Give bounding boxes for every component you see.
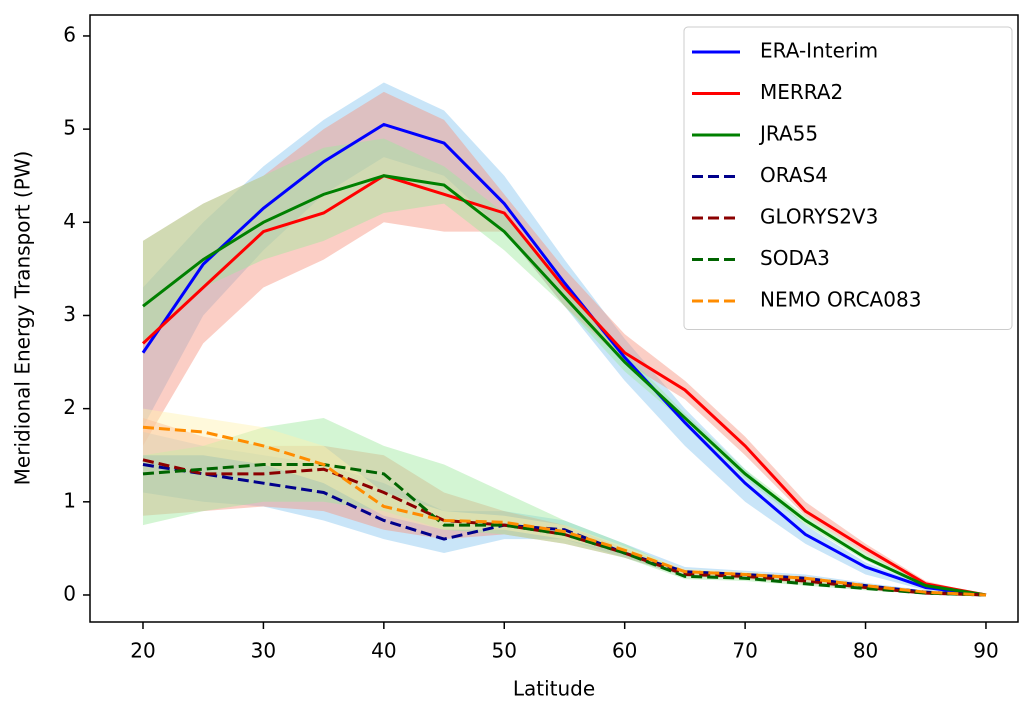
series-line: [142, 174, 987, 597]
legend-label: MERRA2: [760, 80, 843, 104]
x-tick-label: 80: [853, 639, 878, 663]
uncertainty-band: [142, 408, 986, 595]
legend-label: SODA3: [760, 246, 830, 270]
x-tick-label: 40: [371, 639, 396, 663]
axes-frame: [89, 14, 1019, 623]
x-tick-label: 90: [973, 639, 998, 663]
legend-label: ORAS4: [760, 163, 828, 187]
x-axis-label: Latitude: [513, 677, 595, 701]
x-tick-label: 70: [732, 639, 757, 663]
legend-label: JRA55: [758, 122, 818, 146]
y-tick-label: 0: [63, 581, 76, 605]
y-tick-label: 2: [63, 395, 76, 419]
y-tick-label: 1: [63, 488, 76, 512]
legend-label: NEMO ORCA083: [760, 288, 921, 312]
legend-label: ERA-Interim: [760, 39, 878, 63]
x-tick-label: 20: [130, 639, 155, 663]
y-tick-label: 5: [63, 116, 76, 140]
uncertainty-band: [142, 431, 986, 595]
series-line: [142, 463, 987, 597]
uncertainty-band: [142, 91, 986, 595]
x-tick-label: 50: [492, 639, 517, 663]
y-tick-label: 4: [63, 209, 76, 233]
series-line: [142, 425, 987, 597]
x-tick-label: 30: [251, 639, 276, 663]
series-line: [141, 122, 987, 597]
uncertainty-band: [142, 417, 986, 595]
y-tick-label: 6: [63, 22, 76, 46]
legend-box: [683, 26, 1013, 330]
y-tick-label: 3: [63, 302, 76, 326]
legend-label: GLORYS2V3: [760, 205, 878, 229]
plot-area: [141, 82, 987, 597]
x-tick-label: 60: [612, 639, 637, 663]
series-line: [141, 174, 987, 597]
y-axis-label: Meridional Energy Transport (PW): [11, 151, 35, 486]
uncertainty-band: [142, 417, 986, 595]
